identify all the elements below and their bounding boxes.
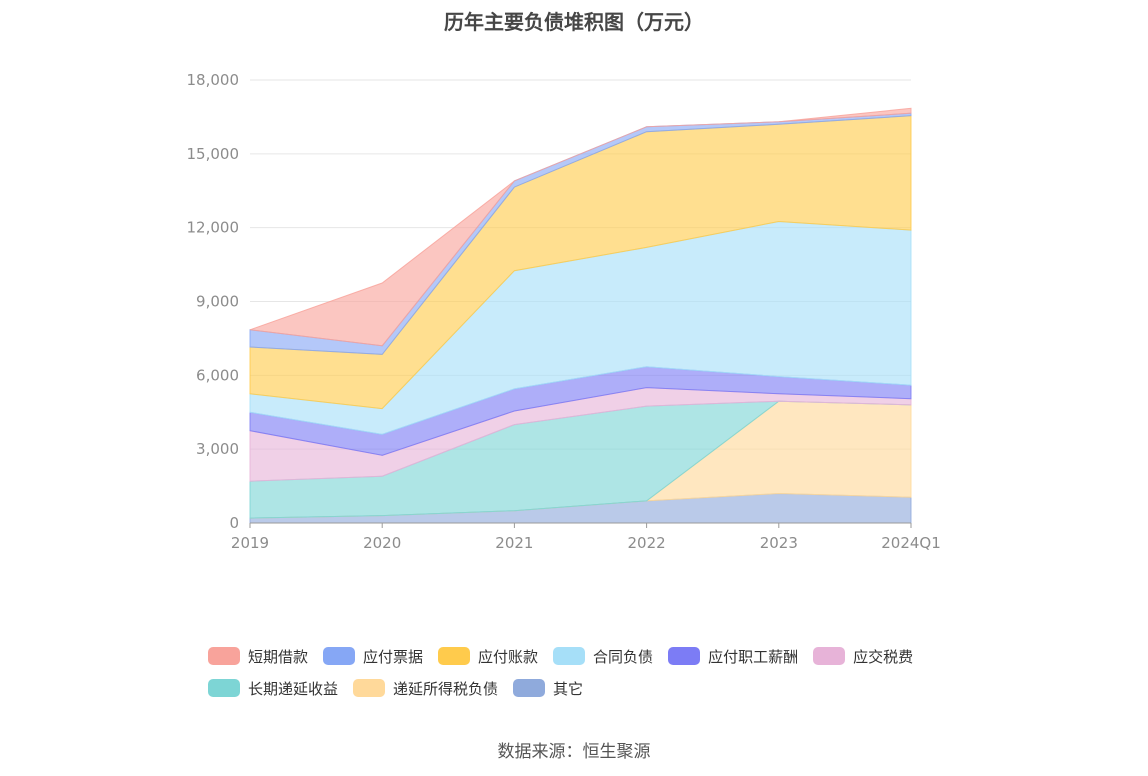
- legend-swatch: [323, 647, 356, 665]
- y-tick-label: 18,000: [187, 71, 240, 89]
- y-tick-label: 0: [229, 514, 239, 532]
- y-tick-label: 6,000: [196, 366, 239, 384]
- legend-swatch: [813, 647, 846, 665]
- stacked-area-chart: 0 3,000 6,000 9,000 12,000 15,000 18,000 2019 20…: [187, 71, 941, 552]
- y-tick-label: 12,000: [187, 219, 240, 237]
- legend-row-2: 长期递延收益 递延所得税负债 其它: [208, 672, 968, 704]
- legend-label: 长期递延收益: [248, 679, 339, 698]
- legend-swatch: [668, 647, 701, 665]
- legend-item-payroll-payable[interactable]: 应付职工薪酬: [668, 646, 798, 667]
- area-series-短期借款: [249, 107, 912, 347]
- x-tick-label: 2024Q1: [881, 534, 941, 552]
- legend-label: 递延所得税负债: [393, 679, 499, 698]
- legend-swatch: [513, 679, 546, 697]
- x-tick-label: 2019: [231, 534, 269, 552]
- legend-item-deferred-tax-liabilities[interactable]: 递延所得税负债: [353, 678, 498, 699]
- y-tick-label: 15,000: [187, 145, 240, 163]
- chart-legend: 短期借款 应付票据 应付账款 合同负债 应付职工薪酬 应交税费 长期递延收益: [208, 640, 968, 704]
- legend-swatch: [353, 679, 386, 697]
- legend-label: 合同负债: [593, 647, 654, 666]
- legend-item-notes-payable[interactable]: 应付票据: [323, 646, 423, 667]
- legend-label: 应交税费: [853, 647, 914, 666]
- legend-swatch: [553, 647, 586, 665]
- x-tick-label: 2020: [363, 534, 401, 552]
- legend-item-short-term-loans[interactable]: 短期借款: [208, 646, 308, 667]
- data-source-note: 数据来源：恒生聚源: [497, 742, 651, 762]
- chart-title: 历年主要负债堆积图（万元）: [444, 10, 704, 34]
- legend-swatch: [208, 679, 240, 697]
- y-tick-label: 3,000: [196, 440, 239, 458]
- legend-label: 其它: [553, 679, 584, 698]
- y-tick-label: 9,000: [196, 293, 239, 311]
- legend-label: 应付账款: [478, 647, 539, 666]
- legend-item-deferred-income[interactable]: 长期递延收益: [208, 678, 338, 699]
- legend-swatch: [438, 647, 471, 665]
- legend-item-contract-liabilities[interactable]: 合同负债: [553, 646, 653, 667]
- legend-label: 短期借款: [248, 647, 309, 666]
- legend-item-accounts-payable[interactable]: 应付账款: [438, 646, 538, 667]
- legend-row-1: 短期借款 应付票据 应付账款 合同负债 应付职工薪酬 应交税费: [208, 640, 968, 672]
- legend-swatch: [208, 647, 240, 665]
- x-tick-label: 2021: [495, 534, 533, 552]
- legend-item-taxes-payable[interactable]: 应交税费: [813, 646, 913, 667]
- legend-label: 应付票据: [363, 647, 424, 666]
- x-tick-label: 2023: [760, 534, 798, 552]
- legend-item-other[interactable]: 其它: [513, 678, 583, 699]
- legend-label: 应付职工薪酬: [708, 647, 799, 666]
- x-tick-label: 2022: [628, 534, 666, 552]
